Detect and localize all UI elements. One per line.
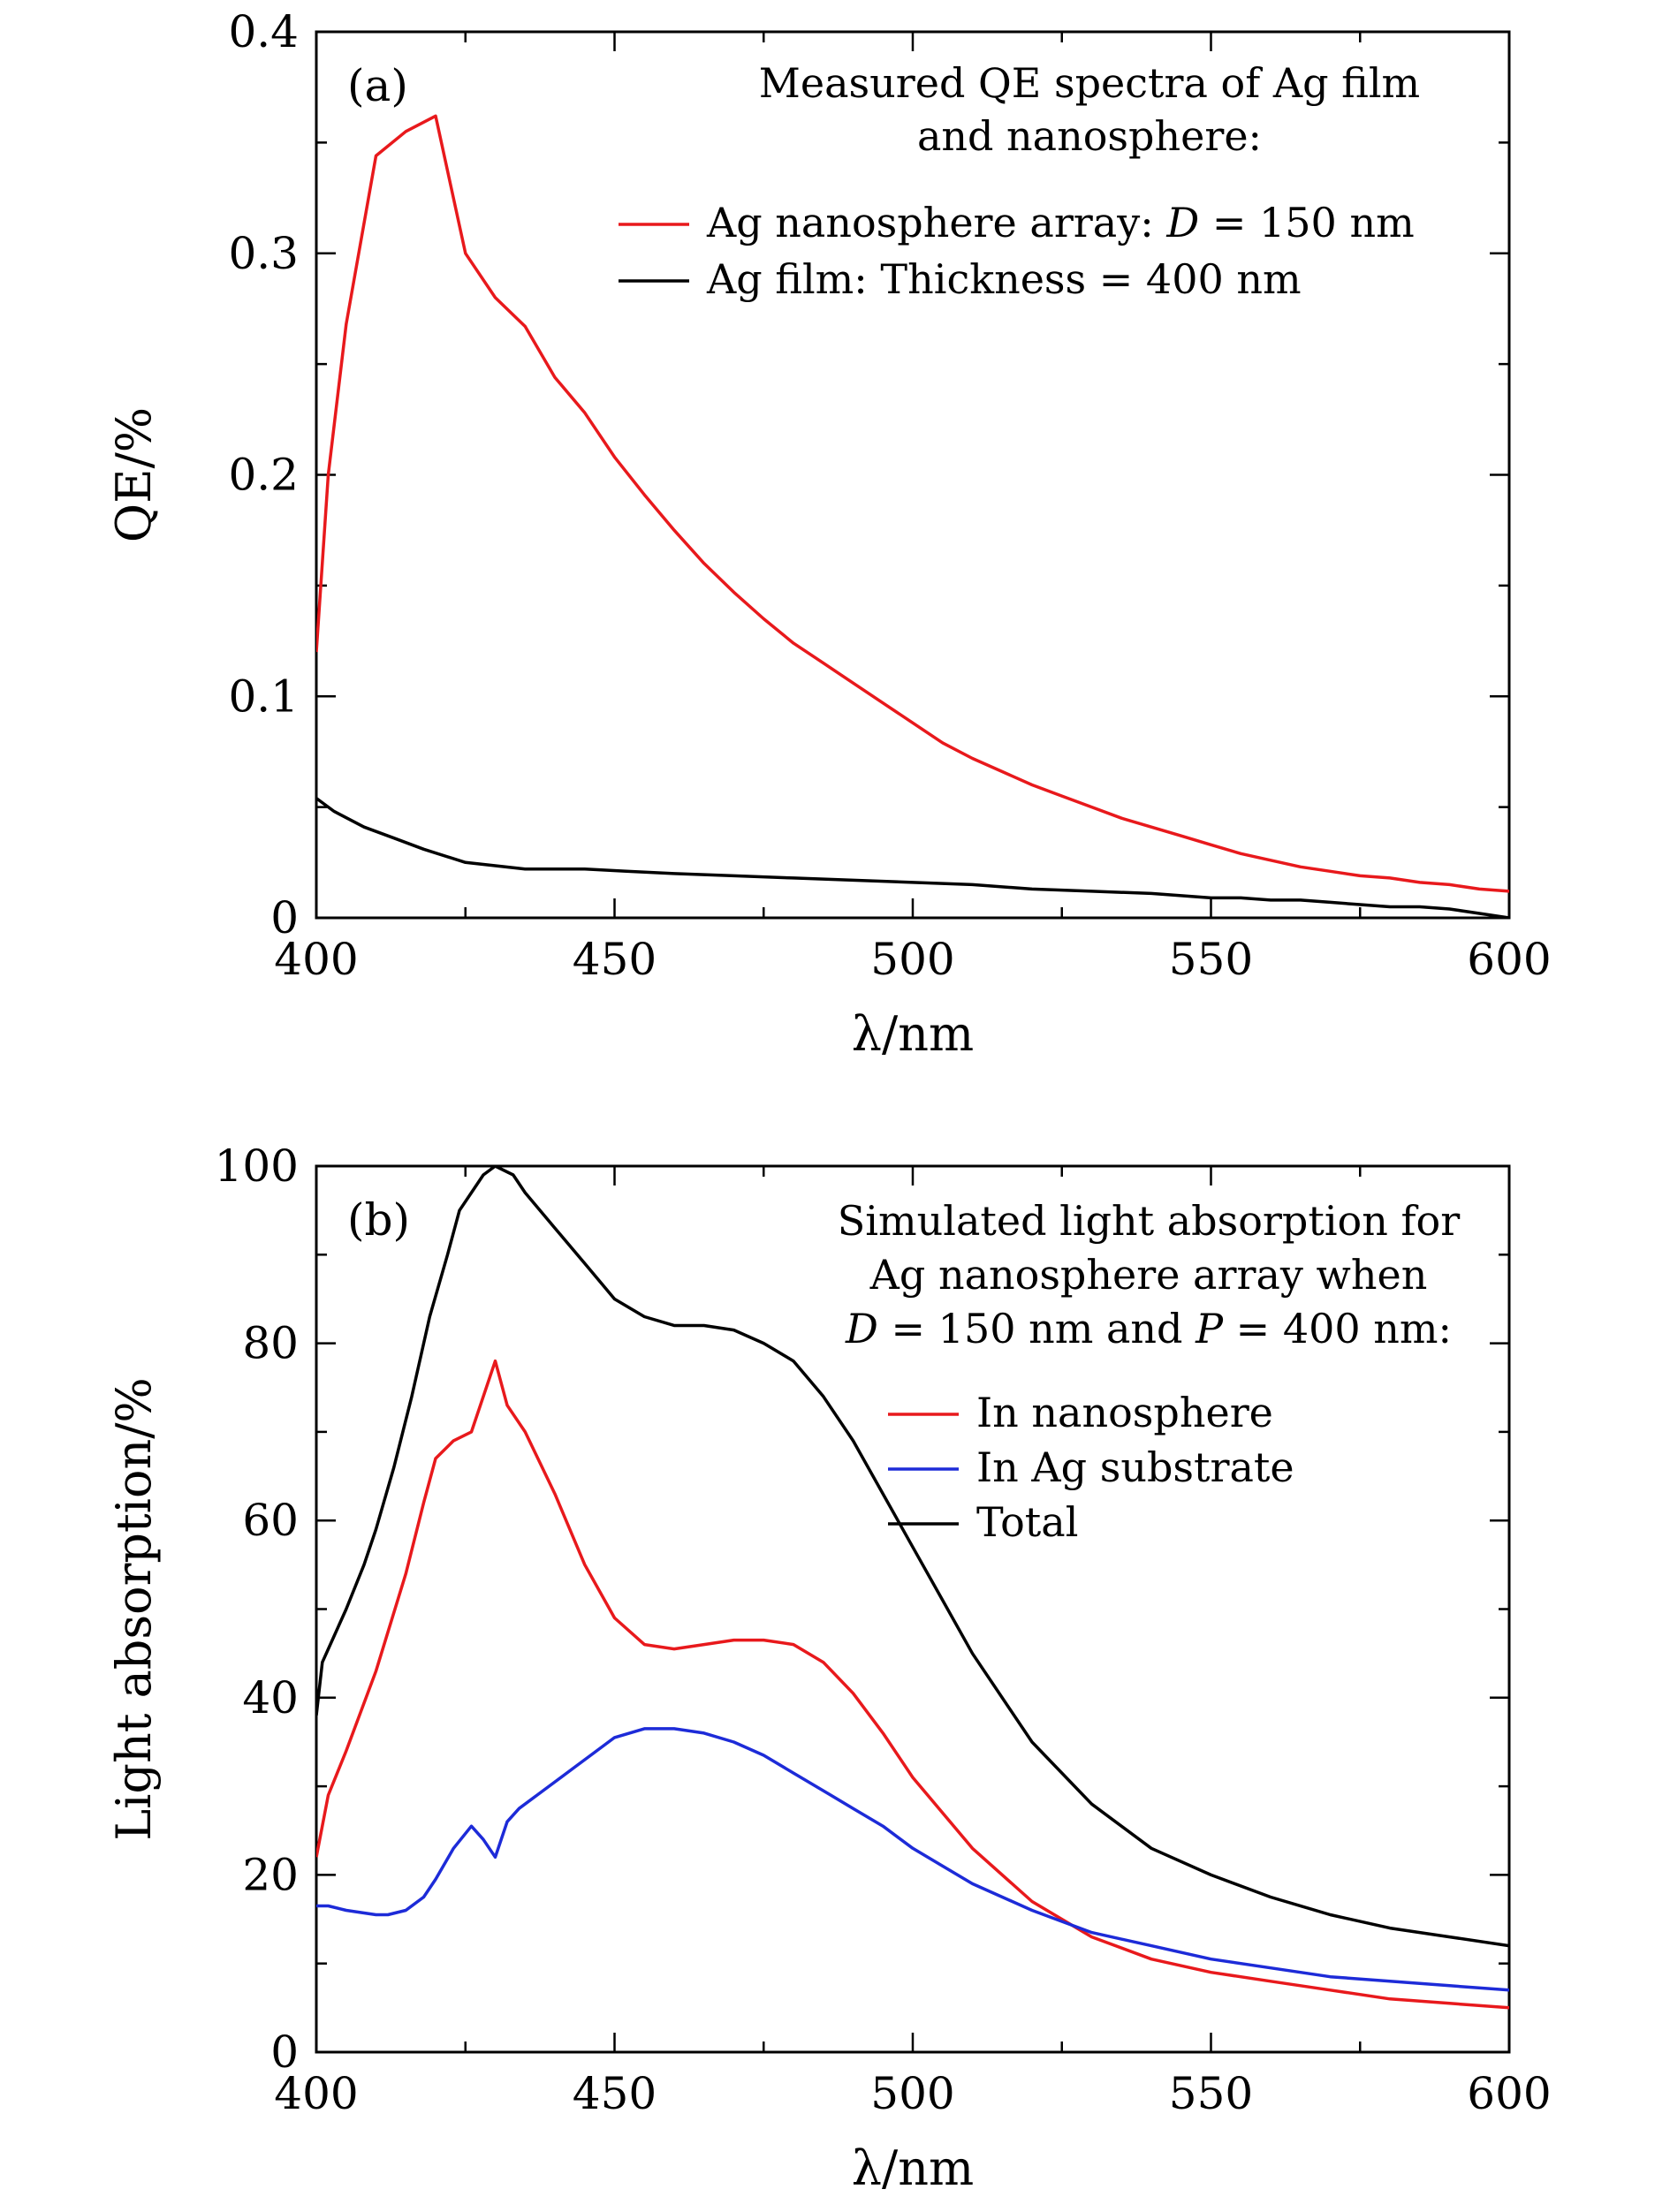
y-tick-label: 0.4 [228,6,299,57]
x-tick-label: 500 [870,934,954,985]
x-axis-label: λ/nm [852,1006,974,1062]
legend-title-line: D = 150 nm and P = 400 nm: [845,1305,1452,1352]
legend-label: In Ag substrate [976,1443,1294,1491]
y-tick-label: 0 [270,892,299,943]
y-tick-label: 20 [242,1849,299,1900]
series-line [316,797,1509,918]
x-tick-label: 450 [573,934,657,985]
y-tick-label: 80 [242,1318,299,1369]
y-tick-label: 0 [270,2026,299,2078]
y-tick-label: 100 [215,1140,299,1192]
series-line [316,1359,1509,2010]
y-tick-label: 0.1 [228,670,299,722]
y-tick-label: 0.2 [228,450,299,501]
legend-title-line: Ag nanosphere array when [869,1251,1428,1299]
legend-label: Ag film: Thickness = 400 nm [706,255,1302,303]
x-tick-label: 400 [274,2068,358,2119]
series-line [316,1166,1509,1948]
legend-title-line: Simulated light absorption for [838,1197,1460,1245]
x-tick-label: 400 [274,934,358,985]
y-tick-label: 40 [242,1672,299,1723]
x-tick-label: 600 [1467,2068,1551,2119]
x-tick-label: 450 [573,2068,657,2119]
plot-frame [315,30,1511,920]
y-tick-label: 60 [242,1495,299,1546]
plot-frame [315,1164,1511,2054]
legend-title-line: Measured QE spectra of Ag film [759,59,1420,107]
chart-panel-b: 400 450 500 550 600 0 20 40 60 80 100 λ/nm Light abs… [106,1140,1552,2196]
x-tick-label: 550 [1169,934,1253,985]
legend-label: Ag nanosphere array: D = 150 nm [706,199,1415,246]
legend-label: Total [976,1498,1078,1546]
x-axis-label: λ/nm [852,2140,974,2196]
x-tick-label: 550 [1169,2068,1253,2119]
legend-label: In nanosphere [976,1389,1273,1436]
panel-label: (a) [347,60,408,111]
series-line [316,114,1509,893]
x-tick-label: 500 [870,2068,954,2119]
chart-panel-a: 400 450 500 550 600 0 0.1 0.2 0.3 0.4 λ/nm QE/% (a) M… [106,6,1552,1062]
y-axis-label: QE/% [106,407,162,542]
panel-label: (b) [347,1194,410,1246]
series-line [316,1727,1509,1992]
y-axis-label: Light absorption/% [106,1377,162,1840]
y-tick-label: 0.3 [228,228,299,279]
legend-title-line: and nanosphere: [917,112,1262,160]
x-tick-label: 600 [1467,934,1551,985]
